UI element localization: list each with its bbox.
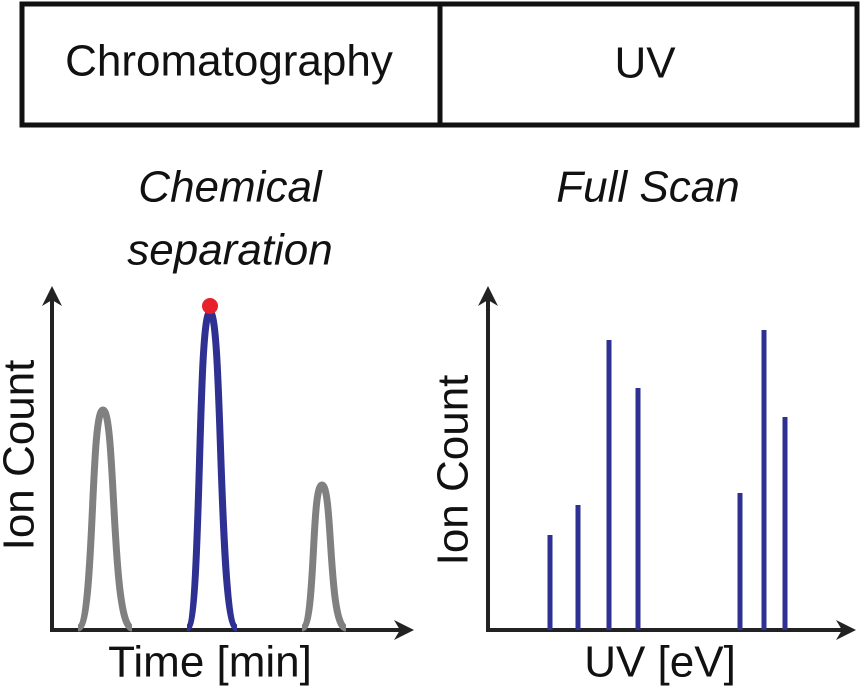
spectrum <box>547 330 788 630</box>
peak <box>298 481 348 632</box>
panel-title: Full Scan <box>556 163 739 212</box>
panel-title: separation <box>127 226 332 275</box>
header-box <box>437 1 860 128</box>
peak-marker <box>202 298 218 314</box>
header-label: Chromatography <box>65 37 393 86</box>
header-label: UV <box>614 39 676 88</box>
peak <box>183 308 241 632</box>
panel-title: Chemical <box>138 163 323 212</box>
y-axis-label: Ion Count <box>0 360 44 551</box>
peak <box>74 406 134 632</box>
y-axis-label: Ion Count <box>429 375 478 566</box>
x-axis-label: Time [min] <box>108 638 312 687</box>
x-axis-label: UV [eV] <box>584 638 736 687</box>
